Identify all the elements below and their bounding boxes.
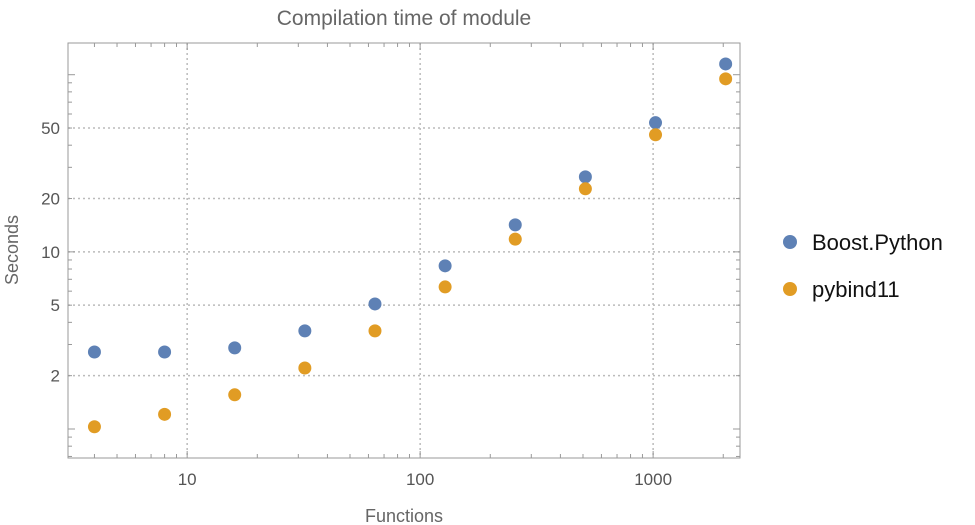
data-point-pybind11 bbox=[438, 280, 452, 294]
x-tick-label: 1000 bbox=[634, 470, 672, 489]
data-point-pybind11 bbox=[298, 361, 312, 375]
data-point-boost-python bbox=[438, 259, 452, 273]
legend-label-pybind11: pybind11 bbox=[812, 277, 900, 302]
data-point-boost-python bbox=[158, 345, 172, 359]
data-point-pybind11 bbox=[87, 420, 101, 434]
y-axis-label: Seconds bbox=[2, 215, 22, 285]
y-tick-label: 2 bbox=[51, 367, 60, 386]
grid-lines bbox=[68, 43, 740, 458]
data-point-boost-python bbox=[368, 297, 382, 311]
data-point-pybind11 bbox=[578, 182, 592, 196]
x-axis-label: Functions bbox=[365, 506, 443, 525]
data-point-boost-python bbox=[649, 116, 663, 130]
y-tick-label: 10 bbox=[41, 243, 60, 262]
legend-marker-boost-python bbox=[783, 235, 797, 249]
data-point-pybind11 bbox=[228, 388, 242, 402]
data-point-boost-python bbox=[508, 218, 522, 232]
data-point-pybind11 bbox=[368, 324, 382, 338]
axis-ticks: 10 100 1000 2 5 10 20 50 bbox=[41, 43, 740, 489]
data-point-pybind11 bbox=[158, 407, 172, 421]
plot-frame bbox=[67, 42, 741, 459]
x-tick-label: 10 bbox=[178, 470, 197, 489]
data-point-boost-python bbox=[87, 345, 101, 359]
data-point-boost-python bbox=[298, 324, 312, 338]
data-point-boost-python bbox=[228, 341, 242, 355]
y-tick-label: 20 bbox=[41, 190, 60, 209]
legend-marker-pybind11 bbox=[783, 282, 797, 296]
legend-label-boost-python: Boost.Python bbox=[812, 230, 943, 255]
legend: Boost.Python pybind11 bbox=[783, 230, 943, 302]
data-point-boost-python bbox=[578, 170, 592, 184]
data-point-pybind11 bbox=[508, 232, 522, 246]
chart-title: Compilation time of module bbox=[277, 7, 531, 30]
y-tick-label: 50 bbox=[41, 119, 60, 138]
data-point-pybind11 bbox=[719, 72, 733, 86]
data-point-pybind11 bbox=[649, 128, 663, 142]
data-point-boost-python bbox=[719, 57, 733, 71]
y-tick-label: 5 bbox=[51, 296, 60, 315]
data-points bbox=[87, 57, 733, 434]
x-tick-label: 100 bbox=[406, 470, 434, 489]
